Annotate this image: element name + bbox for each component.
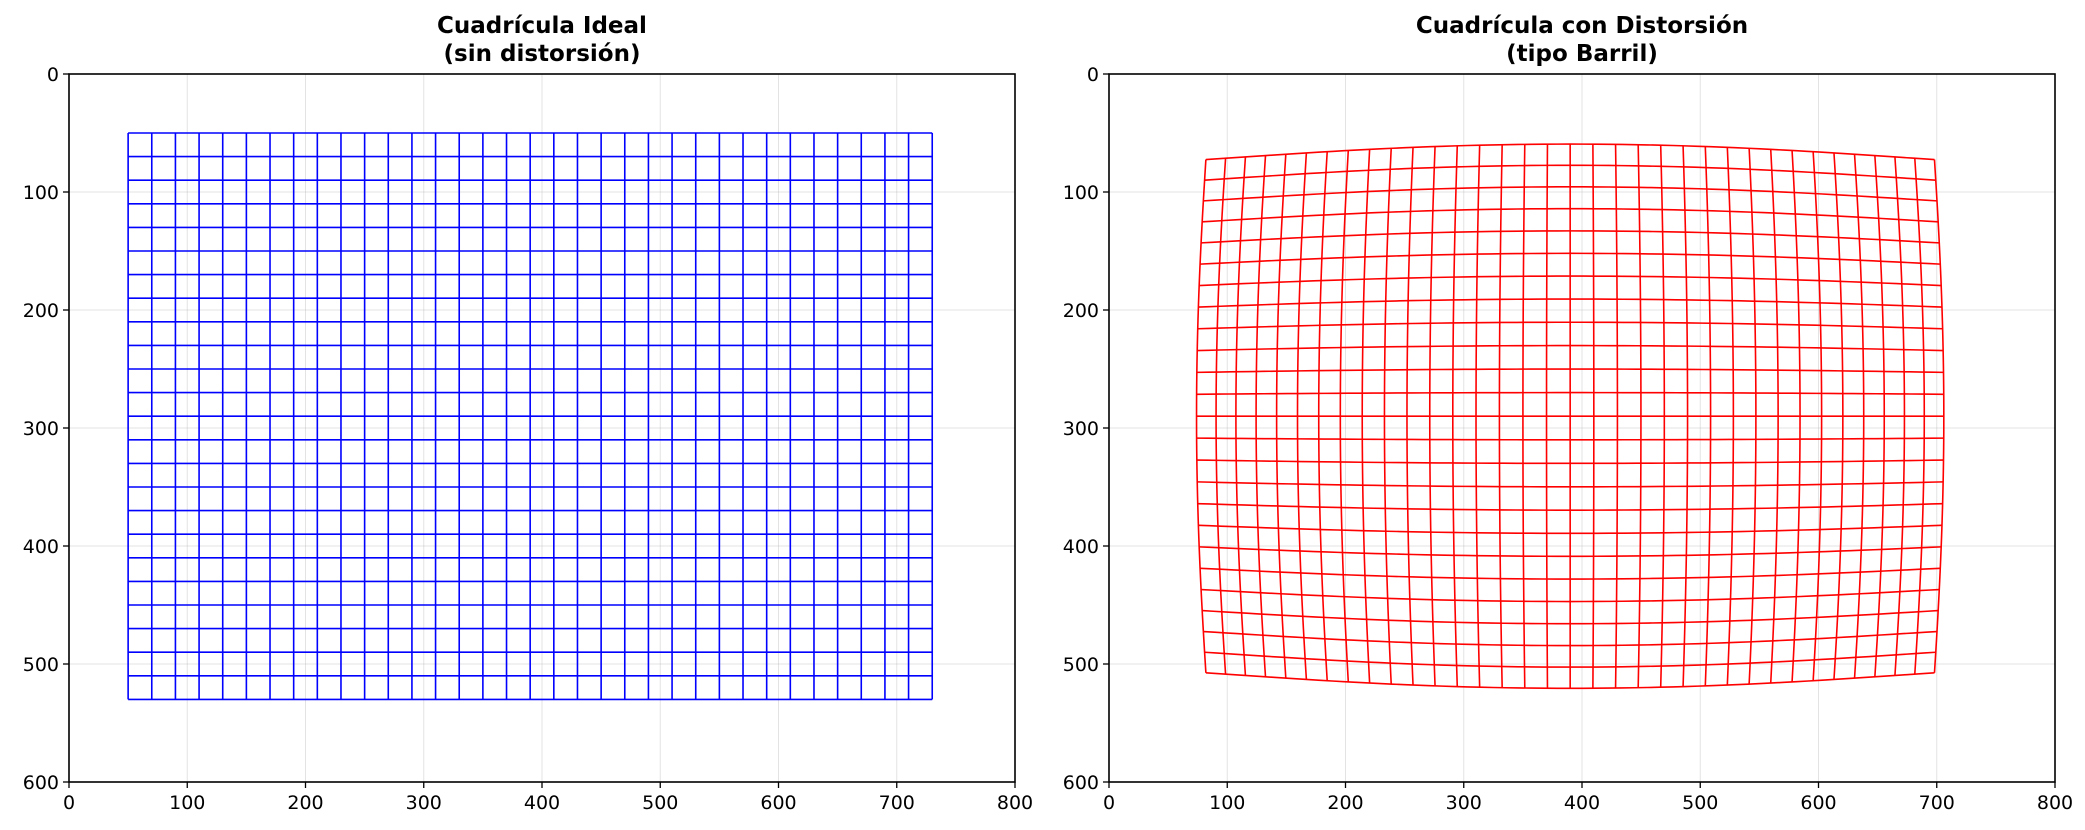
vertical-grid-line	[1913, 158, 1926, 675]
vertical-grid-line	[1791, 150, 1801, 682]
vertical-grid-line	[1428, 146, 1436, 686]
vertical-grid-line	[1545, 144, 1549, 689]
vertical-grid-line	[1498, 144, 1503, 688]
ideal-grid-panel: Cuadrícula Ideal(sin distorsión) 0 100 200 3…	[23, 13, 1033, 814]
y-tick-label: 100	[23, 182, 59, 204]
x-tick-label: 100	[1209, 792, 1245, 814]
vertical-grid-line	[1339, 150, 1350, 682]
vertical-grid-line	[1255, 155, 1267, 677]
vertical-grid-line	[1215, 158, 1227, 675]
x-tick-label: 300	[406, 792, 442, 814]
vertical-grid-line	[1235, 156, 1247, 676]
vertical-grid-line	[1614, 144, 1619, 689]
vertical-grid-line	[1522, 144, 1526, 689]
x-tick-label: 0	[63, 792, 75, 814]
x-tick-label: 700	[879, 792, 915, 814]
y-tick-label: 200	[23, 300, 59, 322]
y-tick-label: 0	[47, 64, 59, 86]
x-tick-label: 0	[1103, 792, 1115, 814]
vertical-grid-line	[1704, 146, 1712, 686]
x-tick-label: 400	[1564, 792, 1600, 814]
y-tick-label: 400	[1063, 536, 1099, 558]
x-tick-label: 500	[642, 792, 678, 814]
vertical-grid-line	[1812, 151, 1823, 681]
vertical-grid-line	[1933, 159, 1945, 673]
y-tick-label: 300	[23, 418, 59, 440]
vertical-grid-line	[1317, 151, 1328, 681]
y-tick-label: 100	[1063, 182, 1099, 204]
x-tick-label: 800	[997, 792, 1033, 814]
y-tick-label: 200	[1063, 300, 1099, 322]
x-tick-label: 600	[1800, 792, 1836, 814]
y-tick-label: 400	[23, 536, 59, 558]
x-tick-label: 400	[524, 792, 560, 814]
grid-lines-group	[127, 132, 934, 701]
y-tick-label: 500	[1063, 654, 1099, 676]
x-tick-label: 700	[1919, 792, 1955, 814]
vertical-grid-line	[1769, 149, 1779, 684]
chart-title-line: Cuadrícula con Distorsión	[1416, 13, 1748, 39]
vertical-grid-line	[1296, 152, 1308, 680]
vertical-grid-line	[1195, 159, 1207, 673]
vertical-grid-line	[1894, 156, 1906, 676]
vertical-grid-line	[1748, 148, 1757, 685]
vertical-grid-line	[1275, 154, 1287, 679]
x-tick-label: 800	[2037, 792, 2073, 814]
vertical-grid-line	[1361, 149, 1371, 684]
vertical-grid-line	[1726, 147, 1735, 686]
vertical-grid-line	[1874, 155, 1886, 677]
y-tick-label: 600	[1063, 772, 1099, 794]
x-tick-label: 200	[287, 792, 323, 814]
vertical-grid-line	[1475, 145, 1481, 688]
y-tick-label: 500	[23, 654, 59, 676]
x-tick-label: 600	[760, 792, 796, 814]
x-tick-label: 300	[1446, 792, 1482, 814]
y-tick-label: 300	[1063, 418, 1099, 440]
y-tick-label: 600	[23, 772, 59, 794]
distorted-grid-panel: Cuadrícula con Distorsión(tipo Barril) 0 1…	[1063, 13, 2073, 814]
vertical-grid-line	[1659, 145, 1666, 688]
y-tick-label: 0	[1087, 64, 1099, 86]
vertical-grid-line	[1682, 145, 1689, 687]
vertical-grid-line	[1452, 145, 1459, 687]
x-tick-label: 500	[1682, 792, 1718, 814]
chart-title-line: (tipo Barril)	[1506, 41, 1658, 67]
x-tick-label: 200	[1327, 792, 1363, 814]
grid-lines-group	[1195, 143, 1945, 690]
x-tick-label: 100	[169, 792, 205, 814]
vertical-grid-line	[1383, 148, 1393, 685]
chart-title-line: (sin distorsión)	[444, 41, 641, 67]
vertical-grid-line	[1637, 144, 1642, 688]
vertical-grid-line	[1833, 152, 1844, 680]
vertical-grid-line	[1406, 147, 1414, 686]
chart-title-line: Cuadrícula Ideal	[437, 13, 647, 39]
vertical-grid-line	[1592, 144, 1595, 689]
vertical-grid-line	[1853, 154, 1865, 679]
